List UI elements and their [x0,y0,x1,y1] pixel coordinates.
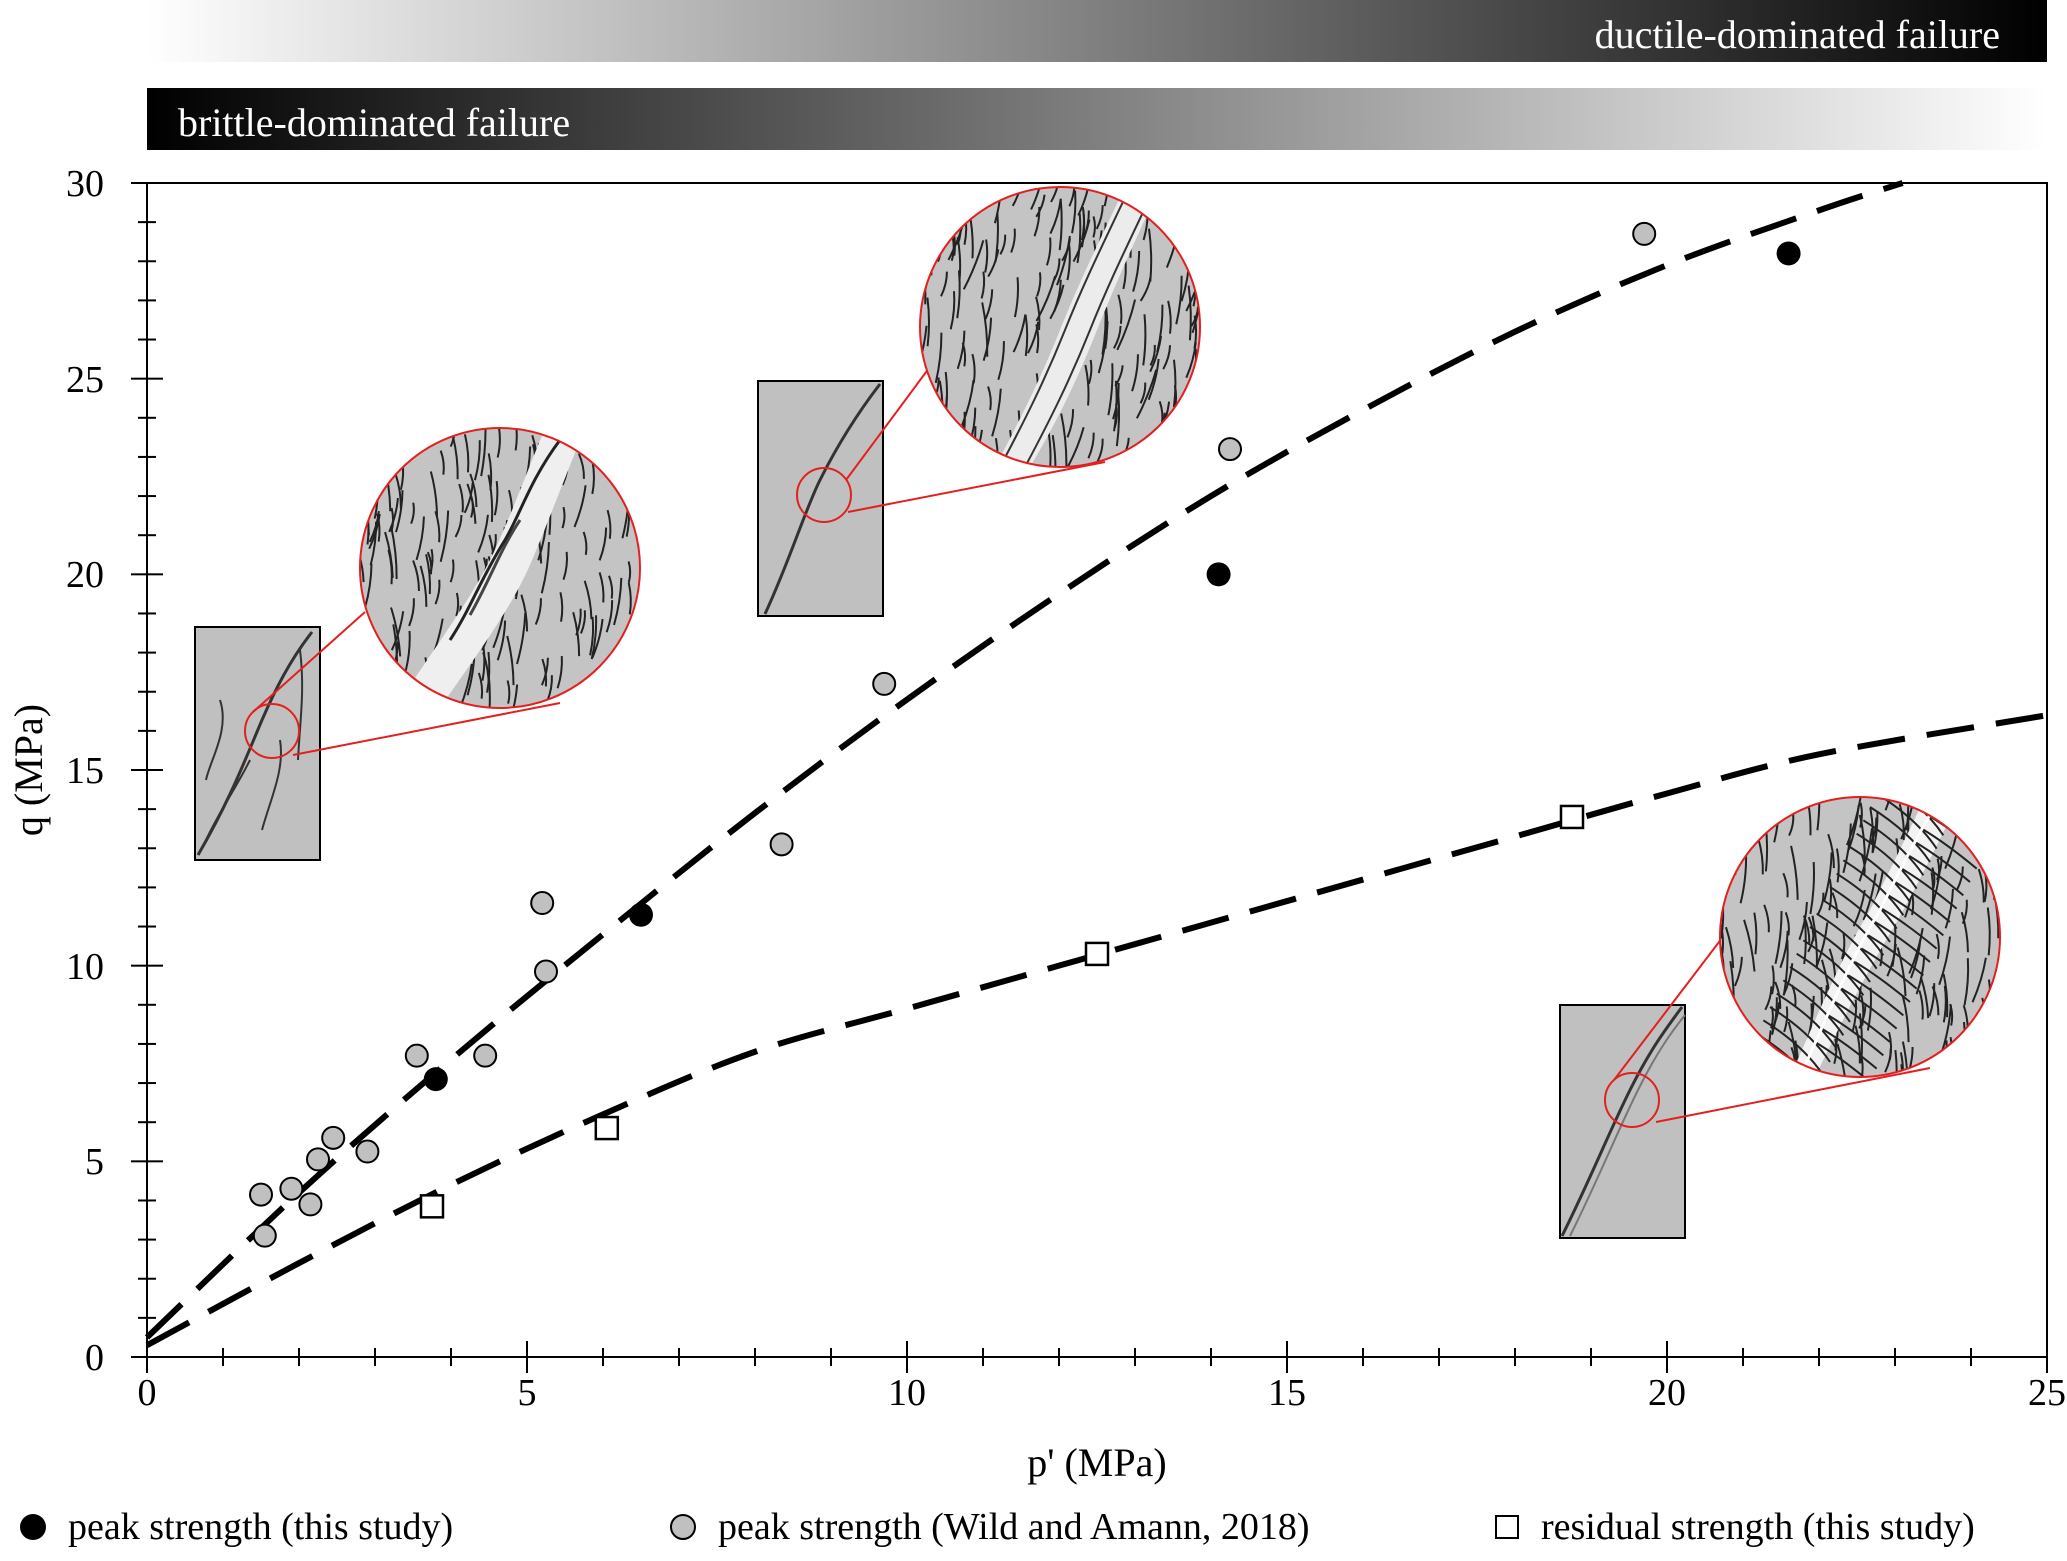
x-tick-label: 20 [1648,1372,1686,1414]
fracture-line [1560,1006,1684,1237]
fracture-line [205,759,251,841]
specimen-insets [194,186,2001,1239]
legend-item-peak-this-study: peak strength (this study) [20,1505,453,1549]
point-residual-this-study [1559,804,1585,830]
point-peak-wild-amann [252,1223,277,1248]
point-residual-this-study [1084,941,1110,967]
zoom-magnifier [1719,796,2001,1078]
y-tick-label: 30 [66,163,104,205]
point-peak-wild-amann [404,1043,429,1068]
y-tick-label: 15 [66,750,104,792]
gray-circle-marker-icon [670,1514,696,1540]
point-peak-this-study [1776,241,1801,266]
y-axis-label: q (MPa) [6,704,51,836]
x-tick-label: 15 [1268,1372,1306,1414]
fracture-line [205,699,224,781]
brittle-band [147,88,2047,150]
point-peak-wild-amann [321,1125,346,1150]
y-tick-label: 5 [85,1141,104,1183]
x-tick-label: 0 [138,1372,157,1414]
y-tick-label: 20 [66,554,104,596]
y-tick-label: 0 [85,1337,104,1379]
white-square-marker-icon [1495,1515,1519,1539]
fracture-line [763,383,882,615]
fracture-line [261,739,282,831]
point-peak-wild-amann [530,891,555,916]
point-peak-this-study [1206,562,1231,587]
point-residual-this-study [594,1115,620,1141]
point-peak-wild-amann [279,1176,304,1201]
point-peak-this-study [423,1067,448,1092]
zoom-line [1655,1067,1931,1123]
point-peak-wild-amann [249,1182,273,1207]
zoom-target-circle [796,467,852,523]
point-peak-wild-amann [355,1139,380,1164]
point-peak-wild-amann [1632,221,1657,246]
point-peak-wild-amann [298,1192,323,1217]
legend-label: peak strength (this study) [68,1506,454,1548]
fracture-line [297,649,304,761]
zoom-magnifier [919,186,1201,468]
data-points [249,221,1801,1248]
x-tick-label: 10 [888,1372,926,1414]
fit-curve-residual-strength [145,712,2048,1348]
legend: peak strength (this study) peak strength… [0,1505,2067,1555]
inset-mid-confinement [757,186,1201,617]
zoom-line [847,461,1106,513]
x-tick-label: 5 [518,1372,537,1414]
black-circle-marker-icon [20,1514,46,1540]
zoom-line [252,611,366,713]
zoom-line [292,702,561,756]
legend-item-peak-wild-amann: peak strength (Wild and Amann, 2018) [670,1505,1310,1549]
point-peak-wild-amann [306,1147,330,1172]
legend-label: peak strength (Wild and Amann, 2018) [718,1506,1310,1548]
y-tick-label: 25 [66,359,104,401]
inset-low-confinement [194,427,641,861]
x-axis-label: p' (MPa) [1027,1440,1166,1485]
point-peak-wild-amann [1218,437,1242,462]
axes: 0 5 10 15 20 25 0 5 10 15 20 25 30 p' (M… [6,163,2066,1485]
inset-high-confinement [1559,796,2001,1239]
point-residual-this-study [419,1194,445,1219]
point-peak-wild-amann [872,671,897,696]
zoom-magnifier [359,427,641,709]
y-ticks [131,182,163,1358]
point-peak-this-study [629,902,653,927]
x-tick-label: 25 [2028,1372,2066,1414]
zoom-target-circle [1604,1072,1660,1128]
brittle-band-label: brittle-dominated failure [178,100,570,145]
point-peak-wild-amann [534,959,558,984]
point-peak-wild-amann [473,1043,498,1068]
point-peak-wild-amann [769,832,794,857]
legend-label: residual strength (this study) [1541,1506,1975,1548]
x-ticks [146,1341,2048,1373]
failure-mode-bands: ductile-dominated failure brittle-domina… [147,0,2047,150]
ductile-band-label: ductile-dominated failure [1595,12,2000,57]
y-tick-label: 10 [66,946,104,988]
zoom-target-circle [244,703,300,759]
zoom-line [845,359,936,481]
legend-item-residual-this-study: residual strength (this study) [1495,1505,1975,1549]
specimen-sketch [757,380,884,617]
ductile-band [147,0,2047,62]
fracture-line [1569,1014,1686,1237]
